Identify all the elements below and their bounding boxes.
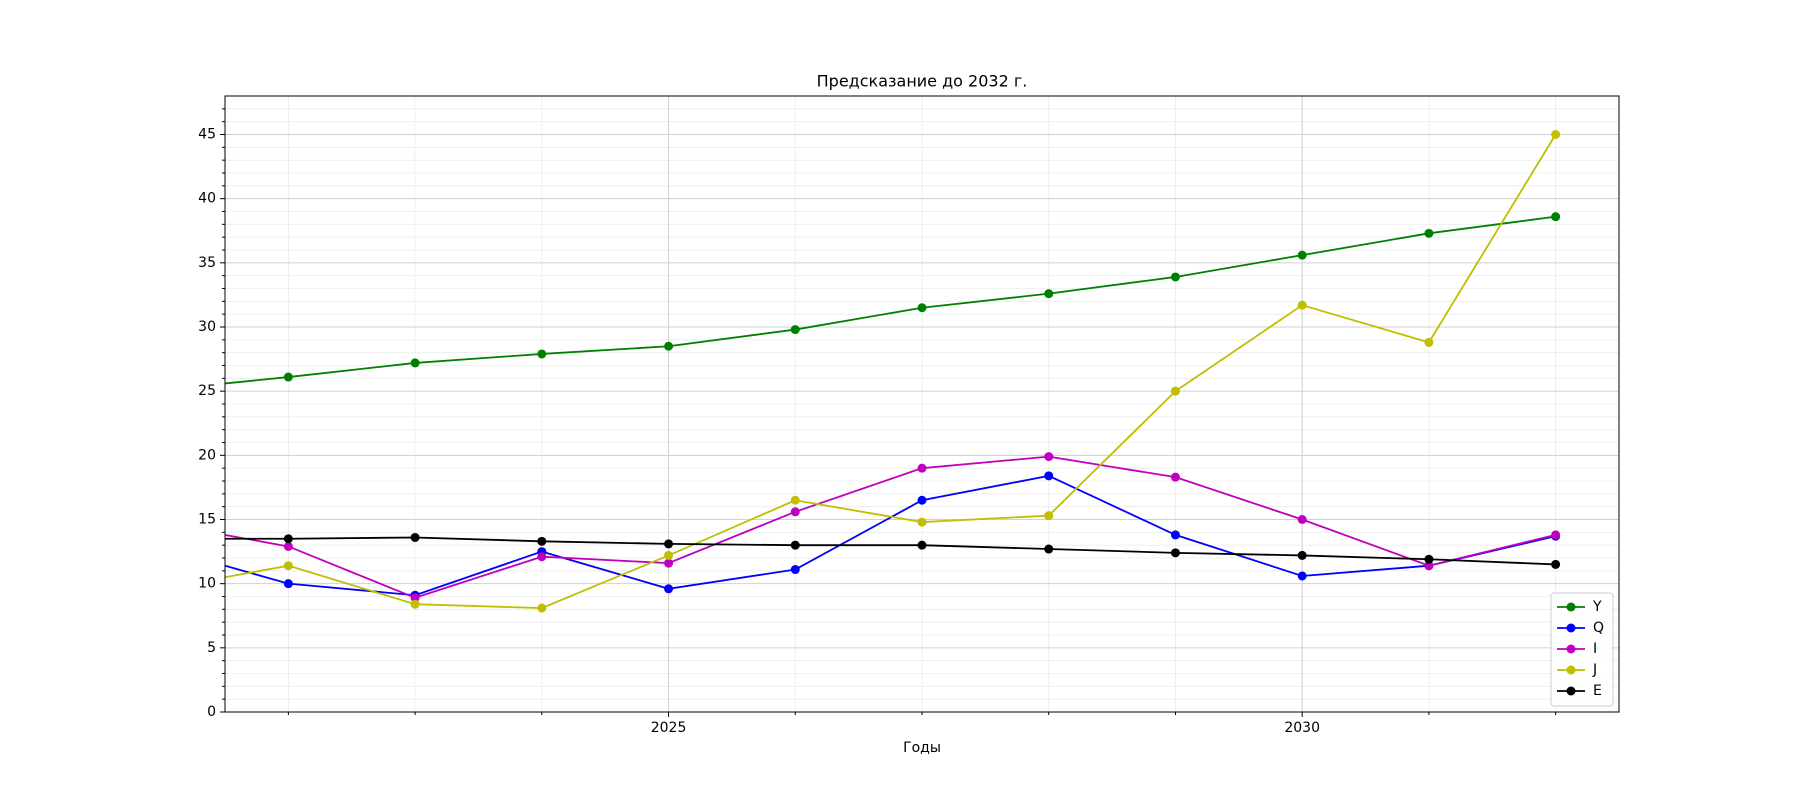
- point: [1424, 337, 1434, 347]
- y-tick-label: 35: [198, 255, 216, 271]
- point: [537, 349, 547, 359]
- point: [917, 517, 927, 527]
- point: [157, 519, 166, 528]
- legend-marker: [1566, 623, 1576, 633]
- point: [1297, 571, 1307, 581]
- legend-marker: [1566, 644, 1576, 654]
- x-tick-label: 2025: [651, 720, 687, 736]
- point: [1170, 548, 1180, 558]
- point: [283, 534, 293, 544]
- point: [1551, 212, 1561, 222]
- point: [537, 536, 547, 546]
- series-line: [225, 455, 1556, 599]
- point: [790, 495, 800, 505]
- point: [917, 463, 927, 473]
- legend-label: J: [1592, 662, 1597, 678]
- y-tick-label: 20: [198, 447, 216, 463]
- y-tick-label: 25: [198, 383, 216, 399]
- point: [1170, 530, 1180, 540]
- point: [157, 385, 166, 394]
- point: [790, 507, 800, 517]
- y-tick-label: 45: [198, 127, 216, 143]
- point: [1424, 228, 1434, 238]
- point: [1170, 272, 1180, 282]
- point: [1424, 561, 1434, 571]
- plot-frame: [224, 95, 1620, 713]
- point: [917, 540, 927, 550]
- point: [1044, 544, 1054, 554]
- point: [664, 539, 674, 549]
- point: [917, 495, 927, 505]
- series-line: [225, 536, 1556, 566]
- point: [1044, 289, 1054, 299]
- point: [1170, 472, 1180, 482]
- legend-marker: [1566, 665, 1576, 675]
- plot-area: [157, 130, 1561, 613]
- point: [283, 561, 293, 571]
- point: [1551, 130, 1561, 139]
- x-tick-label: 2030: [1284, 720, 1320, 736]
- point: [1297, 300, 1307, 310]
- point: [537, 603, 547, 613]
- y-tick-label: 5: [207, 640, 216, 656]
- point: [1424, 554, 1434, 564]
- point: [1044, 511, 1054, 521]
- point: [157, 534, 166, 543]
- series-line: [225, 474, 1556, 597]
- point: [410, 358, 420, 368]
- point: [410, 593, 420, 603]
- point: [1297, 550, 1307, 560]
- legend-marker: [1566, 602, 1576, 612]
- point: [1170, 386, 1180, 396]
- point: [283, 579, 293, 589]
- point: [664, 584, 674, 594]
- y-tick-label: 30: [198, 319, 216, 335]
- point: [1297, 515, 1307, 524]
- point: [410, 599, 420, 609]
- y-tick-label: 10: [198, 576, 216, 592]
- y-tick-label: 15: [198, 512, 216, 528]
- point: [157, 584, 166, 593]
- series-line: [225, 134, 1557, 609]
- legend-marker: [1566, 686, 1576, 696]
- point: [157, 543, 166, 552]
- point: [410, 532, 420, 542]
- point: [1551, 559, 1561, 569]
- x-axis-label: Годы: [903, 740, 941, 756]
- legend-label: Q: [1593, 620, 1604, 636]
- chart-title: Предсказание до 2032 г.: [817, 72, 1028, 91]
- point: [1044, 452, 1054, 462]
- point: [1297, 250, 1307, 260]
- point: [664, 341, 674, 351]
- point: [283, 541, 293, 551]
- series-line: [225, 215, 1556, 385]
- y-tick-label: 0: [207, 704, 216, 720]
- point: [537, 552, 547, 562]
- point: [664, 550, 674, 560]
- point: [790, 565, 800, 575]
- point: [917, 303, 927, 313]
- legend-label: I: [1593, 641, 1597, 657]
- point: [664, 558, 674, 568]
- point: [790, 325, 800, 335]
- legend-label: E: [1593, 683, 1602, 699]
- point: [790, 540, 800, 550]
- point: [1044, 471, 1054, 481]
- legend-label: Y: [1592, 599, 1602, 615]
- point: [1551, 530, 1561, 540]
- point: [283, 372, 293, 382]
- y-tick-label: 40: [198, 191, 216, 207]
